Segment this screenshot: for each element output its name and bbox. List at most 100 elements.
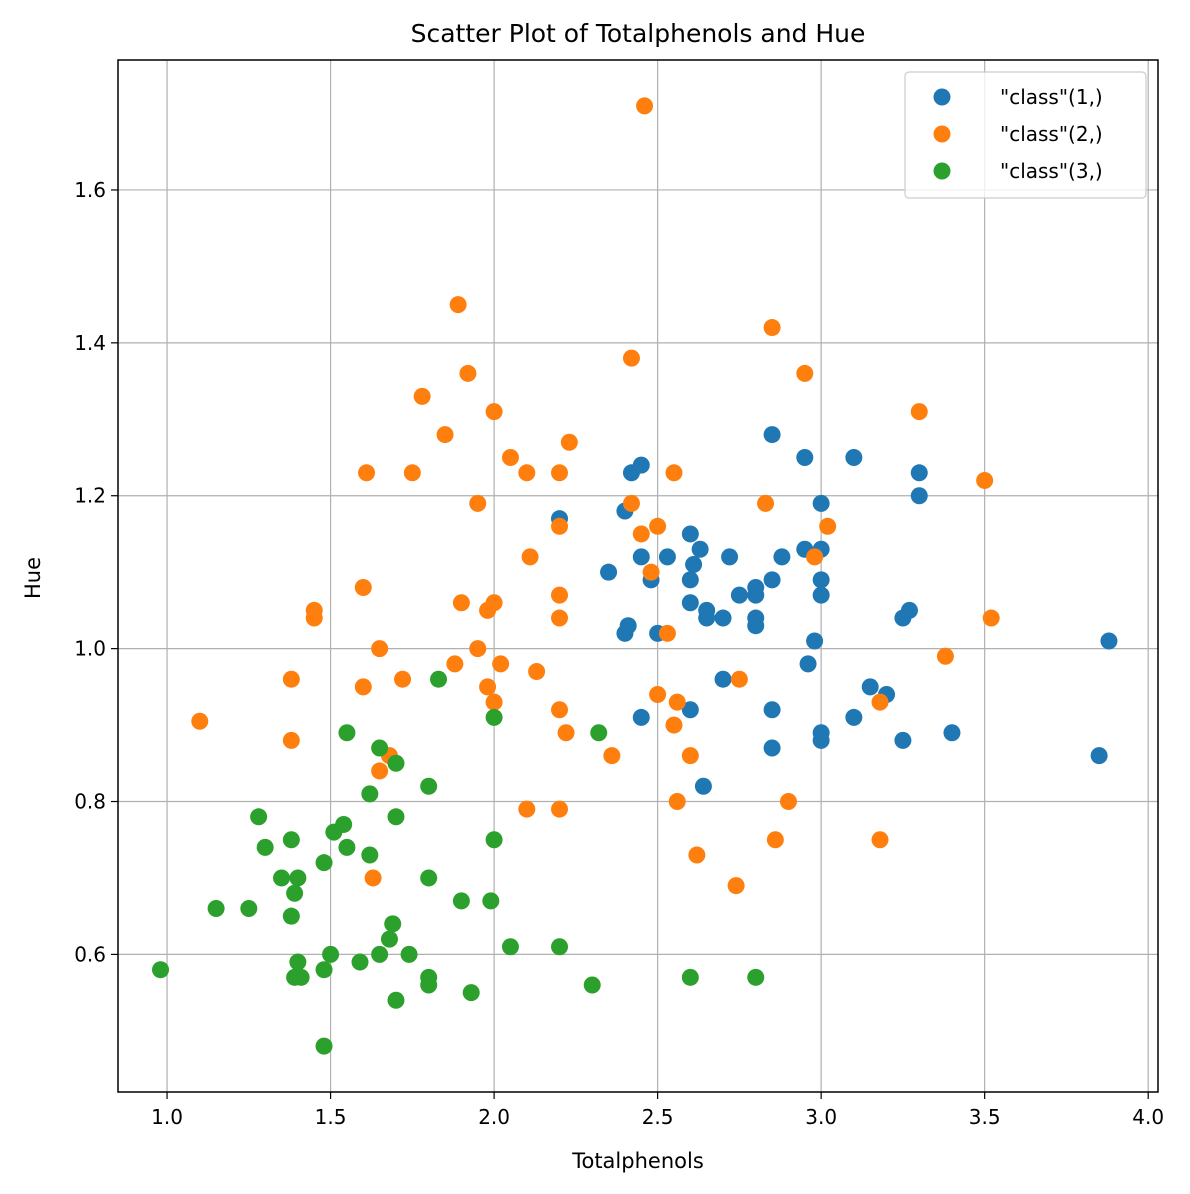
data-point-class-1 bbox=[763, 701, 781, 719]
legend-label: "class"(3,) bbox=[1000, 159, 1103, 183]
data-point-class-2 bbox=[358, 464, 376, 482]
data-point-class-3 bbox=[420, 777, 438, 795]
x-axis-ticks: 1.0 1.5 2.0 2.5 3.0 3.5 4.0 bbox=[151, 1092, 1164, 1129]
data-point-class-1 bbox=[910, 464, 928, 482]
data-point-class-2 bbox=[551, 701, 569, 719]
legend-marker bbox=[933, 162, 951, 180]
data-point-class-2 bbox=[871, 693, 889, 711]
data-point-class-2 bbox=[658, 624, 676, 642]
data-point-class-3 bbox=[387, 991, 405, 1009]
data-point-class-1 bbox=[632, 456, 650, 474]
data-point-class-3 bbox=[315, 961, 333, 979]
chart-title: Scatter Plot of Totalphenols and Hue bbox=[411, 19, 866, 48]
data-point-class-1 bbox=[812, 571, 830, 589]
data-point-class-3 bbox=[452, 892, 470, 910]
data-point-class-1 bbox=[681, 571, 699, 589]
y-tick-label: 0.6 bbox=[74, 942, 106, 966]
data-point-class-1 bbox=[691, 540, 709, 558]
data-point-class-1 bbox=[894, 731, 912, 749]
data-point-class-1 bbox=[943, 724, 961, 742]
data-point-class-2 bbox=[501, 449, 519, 467]
data-point-class-2 bbox=[305, 609, 323, 627]
data-point-class-2 bbox=[479, 601, 497, 619]
data-point-class-1 bbox=[861, 678, 879, 696]
data-point-class-1 bbox=[763, 426, 781, 444]
data-point-class-3 bbox=[400, 945, 418, 963]
data-point-class-2 bbox=[796, 364, 814, 382]
y-tick-label: 0.8 bbox=[74, 790, 106, 814]
data-point-class-1 bbox=[773, 548, 791, 566]
data-point-class-2 bbox=[282, 670, 300, 688]
legend-marker bbox=[933, 125, 951, 143]
x-axis-label: Totalphenols bbox=[571, 1149, 704, 1173]
x-tick-label: 1.0 bbox=[151, 1105, 183, 1129]
data-point-class-3 bbox=[384, 915, 402, 933]
data-point-class-1 bbox=[747, 617, 765, 635]
data-point-class-3 bbox=[583, 976, 601, 994]
data-point-class-2 bbox=[436, 426, 454, 444]
data-point-class-3 bbox=[485, 708, 503, 726]
data-point-class-1 bbox=[894, 609, 912, 627]
x-tick-label: 2.5 bbox=[642, 1105, 674, 1129]
data-point-class-3 bbox=[315, 1037, 333, 1055]
data-point-class-2 bbox=[191, 712, 209, 730]
data-point-class-2 bbox=[364, 869, 382, 887]
data-point-class-3 bbox=[590, 724, 608, 742]
data-point-class-2 bbox=[485, 403, 503, 421]
y-axis-ticks: 0.6 0.8 1.0 1.2 1.4 1.6 bbox=[74, 178, 118, 966]
data-point-class-3 bbox=[322, 945, 340, 963]
data-point-class-2 bbox=[282, 731, 300, 749]
data-point-class-1 bbox=[796, 449, 814, 467]
data-point-class-3 bbox=[361, 846, 379, 864]
data-point-class-2 bbox=[649, 517, 667, 535]
data-point-class-1 bbox=[632, 548, 650, 566]
data-point-class-1 bbox=[658, 548, 676, 566]
data-point-class-3 bbox=[380, 930, 398, 948]
data-point-class-1 bbox=[910, 487, 928, 505]
data-point-class-1 bbox=[730, 586, 748, 604]
legend-label: "class"(1,) bbox=[1000, 85, 1103, 109]
data-point-class-3 bbox=[387, 754, 405, 772]
data-point-class-3 bbox=[371, 739, 389, 757]
data-point-class-2 bbox=[551, 800, 569, 818]
data-point-class-1 bbox=[763, 571, 781, 589]
data-point-class-2 bbox=[557, 724, 575, 742]
data-point-class-1 bbox=[694, 777, 712, 795]
scatter-points bbox=[152, 97, 1118, 1055]
data-point-class-3 bbox=[551, 938, 569, 956]
data-point-class-2 bbox=[668, 693, 686, 711]
data-point-class-3 bbox=[747, 968, 765, 986]
data-point-class-3 bbox=[250, 808, 268, 826]
data-point-class-1 bbox=[845, 449, 863, 467]
grid bbox=[118, 60, 1158, 1092]
y-axis-label: Hue bbox=[21, 557, 45, 599]
y-tick-label: 1.0 bbox=[74, 637, 106, 661]
data-point-class-2 bbox=[766, 831, 784, 849]
data-point-class-1 bbox=[681, 701, 699, 719]
data-point-class-2 bbox=[492, 655, 510, 673]
data-point-class-3 bbox=[681, 968, 699, 986]
data-point-class-3 bbox=[289, 953, 307, 971]
data-point-class-3 bbox=[292, 968, 310, 986]
data-point-class-3 bbox=[338, 724, 356, 742]
data-point-class-3 bbox=[282, 831, 300, 849]
data-point-class-2 bbox=[354, 678, 372, 696]
legend-marker bbox=[933, 88, 951, 106]
data-point-class-3 bbox=[371, 945, 389, 963]
data-point-class-3 bbox=[485, 831, 503, 849]
data-point-class-2 bbox=[521, 548, 539, 566]
data-point-class-2 bbox=[528, 663, 546, 681]
data-point-class-2 bbox=[459, 364, 477, 382]
data-point-class-1 bbox=[812, 731, 830, 749]
data-point-class-2 bbox=[668, 793, 686, 811]
data-point-class-2 bbox=[518, 464, 536, 482]
data-point-class-2 bbox=[551, 609, 569, 627]
data-point-class-3 bbox=[420, 976, 438, 994]
data-point-class-2 bbox=[763, 319, 781, 337]
data-point-class-3 bbox=[351, 953, 369, 971]
data-point-class-2 bbox=[551, 517, 569, 535]
data-point-class-2 bbox=[730, 670, 748, 688]
data-point-class-2 bbox=[622, 349, 640, 367]
data-point-class-1 bbox=[845, 708, 863, 726]
data-point-class-3 bbox=[361, 785, 379, 803]
